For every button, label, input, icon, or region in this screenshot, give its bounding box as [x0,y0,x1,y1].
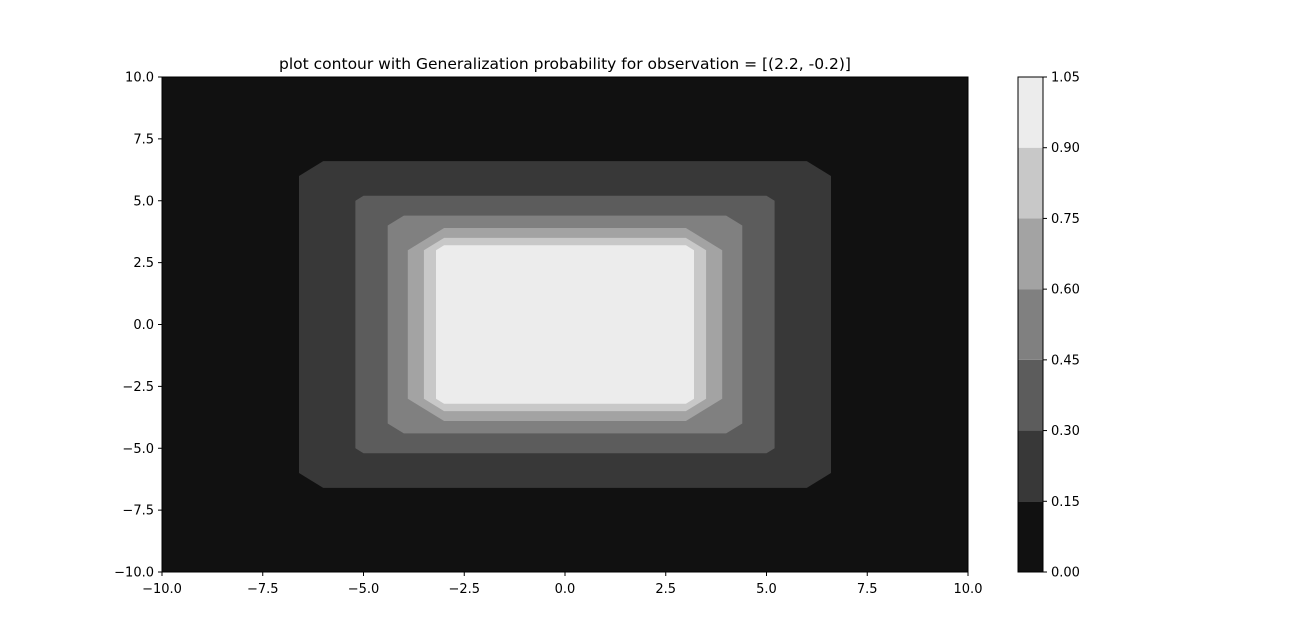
colorbar-band [1018,501,1043,572]
colorbar-tick-label: 0.90 [1051,141,1080,156]
y-tick-label: 10.0 [125,71,154,86]
colorbar-band [1018,147,1043,219]
colorbar-tick-label: 0.75 [1051,212,1080,227]
colorbar-frame [1017,76,1044,573]
y-tick-label: −10.0 [114,566,154,581]
y-tick-label: 5.0 [133,194,154,209]
y-tick-label: 7.5 [133,132,154,147]
x-axis: −10.0 −7.5 −5.0 −2.5 0.0 2.5 5.0 7.5 10.0 [142,572,982,597]
colorbar-tick-label: 0.15 [1051,495,1080,510]
colorbar-tick-label: 0.30 [1051,424,1080,439]
y-tick-label: −5.0 [122,442,154,457]
colorbar-band [1018,359,1043,431]
colorbar: 0.00 0.15 0.30 0.45 0.60 0.75 0.90 1.05 [1017,71,1080,581]
x-tick-label: −2.5 [448,582,480,597]
colorbar-band [1018,289,1043,360]
x-tick-label: 5.0 [756,582,777,597]
y-tick-label: −7.5 [122,504,154,519]
x-tick-label: 10.0 [954,582,983,597]
chart-title: plot contour with Generalization probabi… [279,55,851,73]
colorbar-band [1018,218,1043,290]
colorbar-band [1018,430,1043,502]
x-tick-label: −7.5 [247,582,279,597]
x-tick-label: −5.0 [348,582,380,597]
y-tick-label: 2.5 [133,256,154,271]
y-tick-label: −2.5 [122,380,154,395]
contour-region-6 [436,245,694,404]
colorbar-tick-label: 0.60 [1051,283,1080,298]
y-axis: 10.0 7.5 5.0 2.5 0.0 −2.5 −5.0 −7.5 −10.0 [114,71,162,581]
y-tick-label: 0.0 [133,318,154,333]
x-tick-label: 7.5 [857,582,878,597]
x-tick-label: −10.0 [142,582,182,597]
colorbar-tick-label: 0.45 [1051,353,1080,368]
x-tick-label: 0.0 [555,582,576,597]
colorbar-tick-label: 1.05 [1051,71,1080,86]
colorbar-tick-label: 0.00 [1051,566,1080,581]
colorbar-band [1018,77,1043,148]
x-tick-label: 2.5 [655,582,676,597]
contour-plot-area [161,76,969,573]
